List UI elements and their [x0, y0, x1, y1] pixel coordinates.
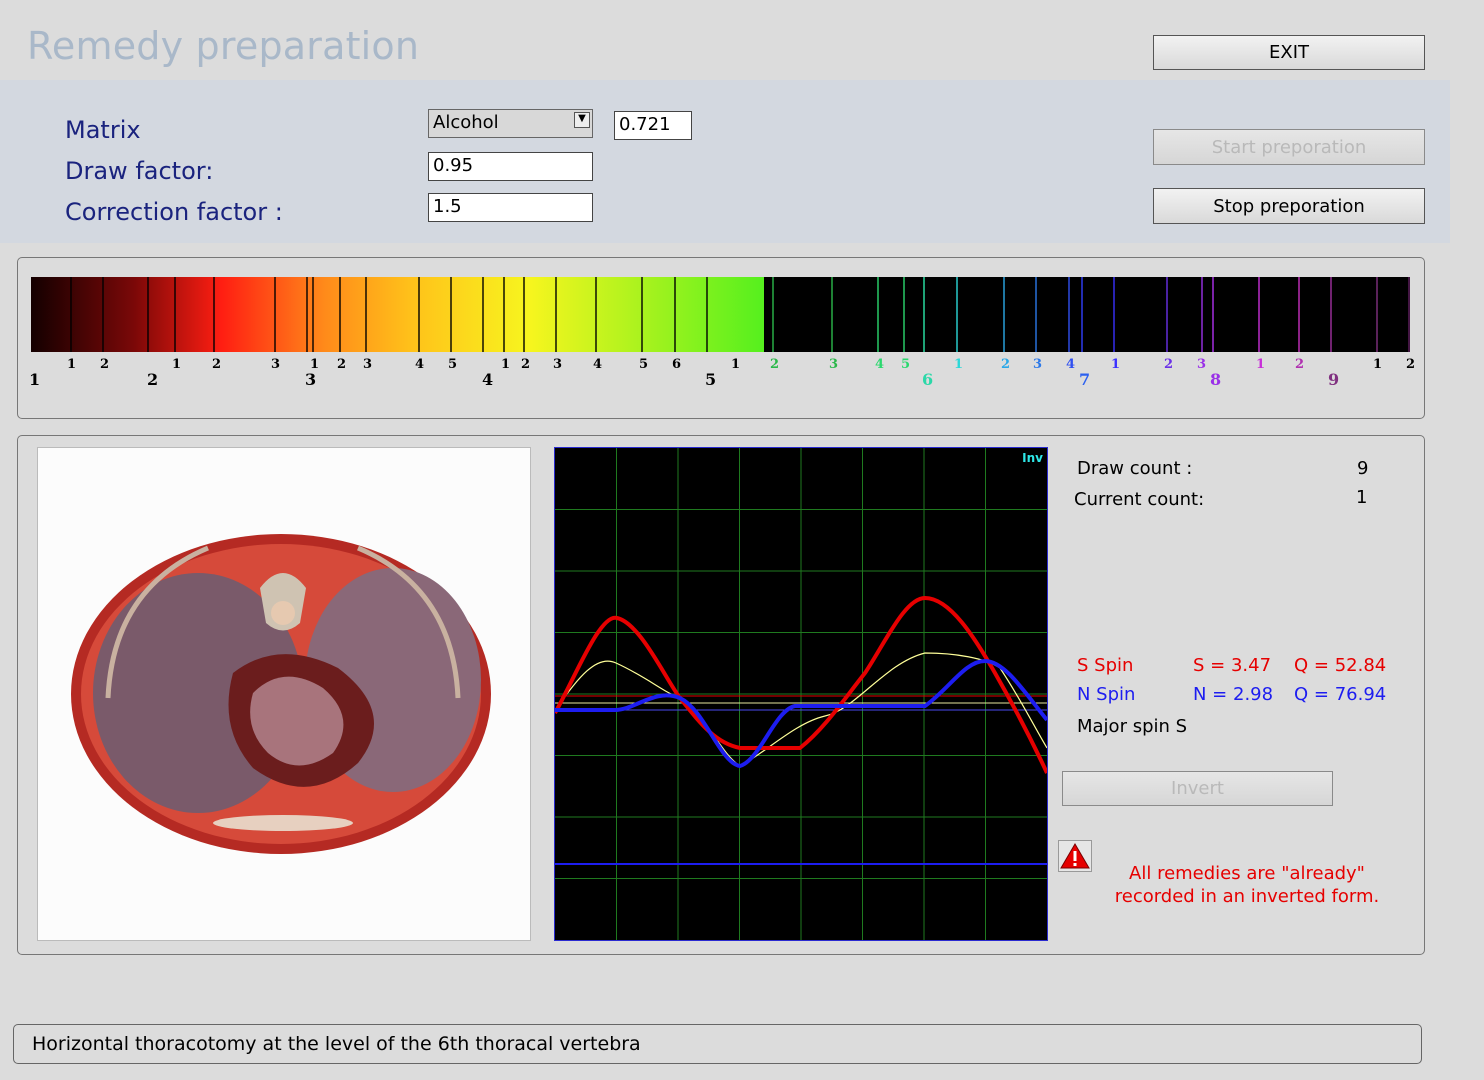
spectrum-tick-label: 5 [639, 357, 649, 372]
spectrum-tick-label: 3 [363, 357, 373, 372]
spectrum-tick-label: 2 [770, 357, 780, 372]
spectrum-tick-label: 1 [731, 357, 741, 372]
spin-graph: Inv [553, 447, 1049, 941]
n-spin-curve [555, 658, 1049, 769]
page-title: Remedy preparation [27, 24, 420, 68]
current-count-value: 1 [1356, 487, 1368, 508]
spectrum-band-label: 5 [705, 370, 717, 389]
spectrum-tick-label: 4 [415, 357, 425, 372]
warning-line-1: All remedies are "already" [1129, 863, 1365, 884]
spectrum-band-label: 3 [305, 370, 317, 389]
chevron-down-icon[interactable]: ▼ [574, 112, 590, 128]
spectrum-tick-label: 3 [1033, 357, 1043, 372]
spectrum-tick-label: 3 [271, 357, 281, 372]
spectrum-tick-label: 4 [1066, 357, 1076, 372]
draw-factor-field[interactable]: 0.95 [428, 152, 593, 181]
spectrum-band-label: 4 [482, 370, 494, 389]
inv-label: Inv [1022, 451, 1043, 465]
matrix-select-value: Alcohol [433, 112, 499, 133]
spectrum-tick-label: 1 [1111, 357, 1121, 372]
spectrum-tick-label: 2 [212, 357, 222, 372]
spectrum-tick-label: 1 [310, 357, 320, 372]
stop-preparation-button[interactable]: Stop preporation [1153, 188, 1425, 224]
n-spin-value: N = 2.98 [1193, 684, 1274, 705]
spectrum-tick-label: 6 [672, 357, 682, 372]
spectrum-tick-label: 4 [593, 357, 603, 372]
spectrum-dark-band [764, 277, 1410, 352]
matrix-number-field[interactable]: 0.721 [614, 111, 692, 140]
spectrum-tick-label: 3 [1197, 357, 1207, 372]
exit-button[interactable]: EXIT [1153, 35, 1425, 70]
correction-factor-field[interactable]: 1.5 [428, 193, 593, 222]
s-spin-label: S Spin [1077, 655, 1134, 676]
thorax-section-image [37, 447, 531, 941]
status-text: Horizontal thoracotomy at the level of t… [32, 1033, 641, 1055]
spectrum-tick-label: 1 [501, 357, 511, 372]
spectrum-tick-label: 1 [67, 357, 77, 372]
draw-factor-label: Draw factor: [65, 157, 214, 185]
spectrum-band-label: 1 [29, 370, 41, 389]
spectrum-band-label: 9 [1328, 370, 1340, 389]
correction-factor-label: Correction factor : [65, 198, 283, 226]
spectrum-tick-label: 1 [1373, 357, 1383, 372]
spectrum-tick-label: 1 [954, 357, 964, 372]
spectrum-band-label: 8 [1210, 370, 1222, 389]
n-spin-q: Q = 76.94 [1294, 684, 1387, 705]
n-spin-label: N Spin [1077, 684, 1136, 705]
spectrum-tick-label: 2 [1164, 357, 1174, 372]
spectrum-lines [70, 277, 1410, 352]
invert-button[interactable]: Invert [1062, 771, 1333, 806]
s-spin-q: Q = 52.84 [1294, 655, 1387, 676]
spectrum-tick-label: 2 [100, 357, 110, 372]
spectrum-tick-label: 2 [1406, 357, 1416, 372]
spectrum-band-label: 6 [922, 370, 934, 389]
spectrum-tick-label: 4 [875, 357, 885, 372]
status-bar: Horizontal thoracotomy at the level of t… [13, 1024, 1422, 1064]
warning-icon [1058, 840, 1092, 872]
spectrum-tick-label: 2 [1295, 357, 1305, 372]
spectrum-tick-label: 3 [553, 357, 563, 372]
spectrum-tick-label: 1 [172, 357, 182, 372]
spectrum-tick-label: 2 [1001, 357, 1011, 372]
spectrum-tick-label: 2 [521, 357, 531, 372]
warning-line-2: recorded in an inverted form. [1114, 886, 1380, 907]
spectrum-tick-label: 3 [829, 357, 839, 372]
s-spin-value: S = 3.47 [1193, 655, 1272, 676]
matrix-select[interactable]: Alcohol ▼ [428, 109, 593, 138]
spectrum-tick-label: 5 [448, 357, 458, 372]
spectrum-tick-label: 5 [901, 357, 911, 372]
current-count-label: Current count: [1074, 489, 1205, 510]
warning-message: All remedies are "already" recorded in a… [1100, 862, 1394, 908]
spectrum-band-label: 2 [147, 370, 159, 389]
matrix-label: Matrix [65, 116, 141, 144]
major-spin-text: Major spin S [1077, 716, 1188, 737]
start-preparation-button[interactable]: Start preporation [1153, 129, 1425, 165]
spectrum-band-label: 7 [1079, 370, 1091, 389]
spectrum-tick-label: 2 [337, 357, 347, 372]
spin-graph-canvas [553, 448, 1049, 940]
spectrum-tick-label: 1 [1256, 357, 1266, 372]
draw-count-value: 9 [1357, 458, 1369, 479]
draw-count-label: Draw count : [1077, 458, 1193, 479]
